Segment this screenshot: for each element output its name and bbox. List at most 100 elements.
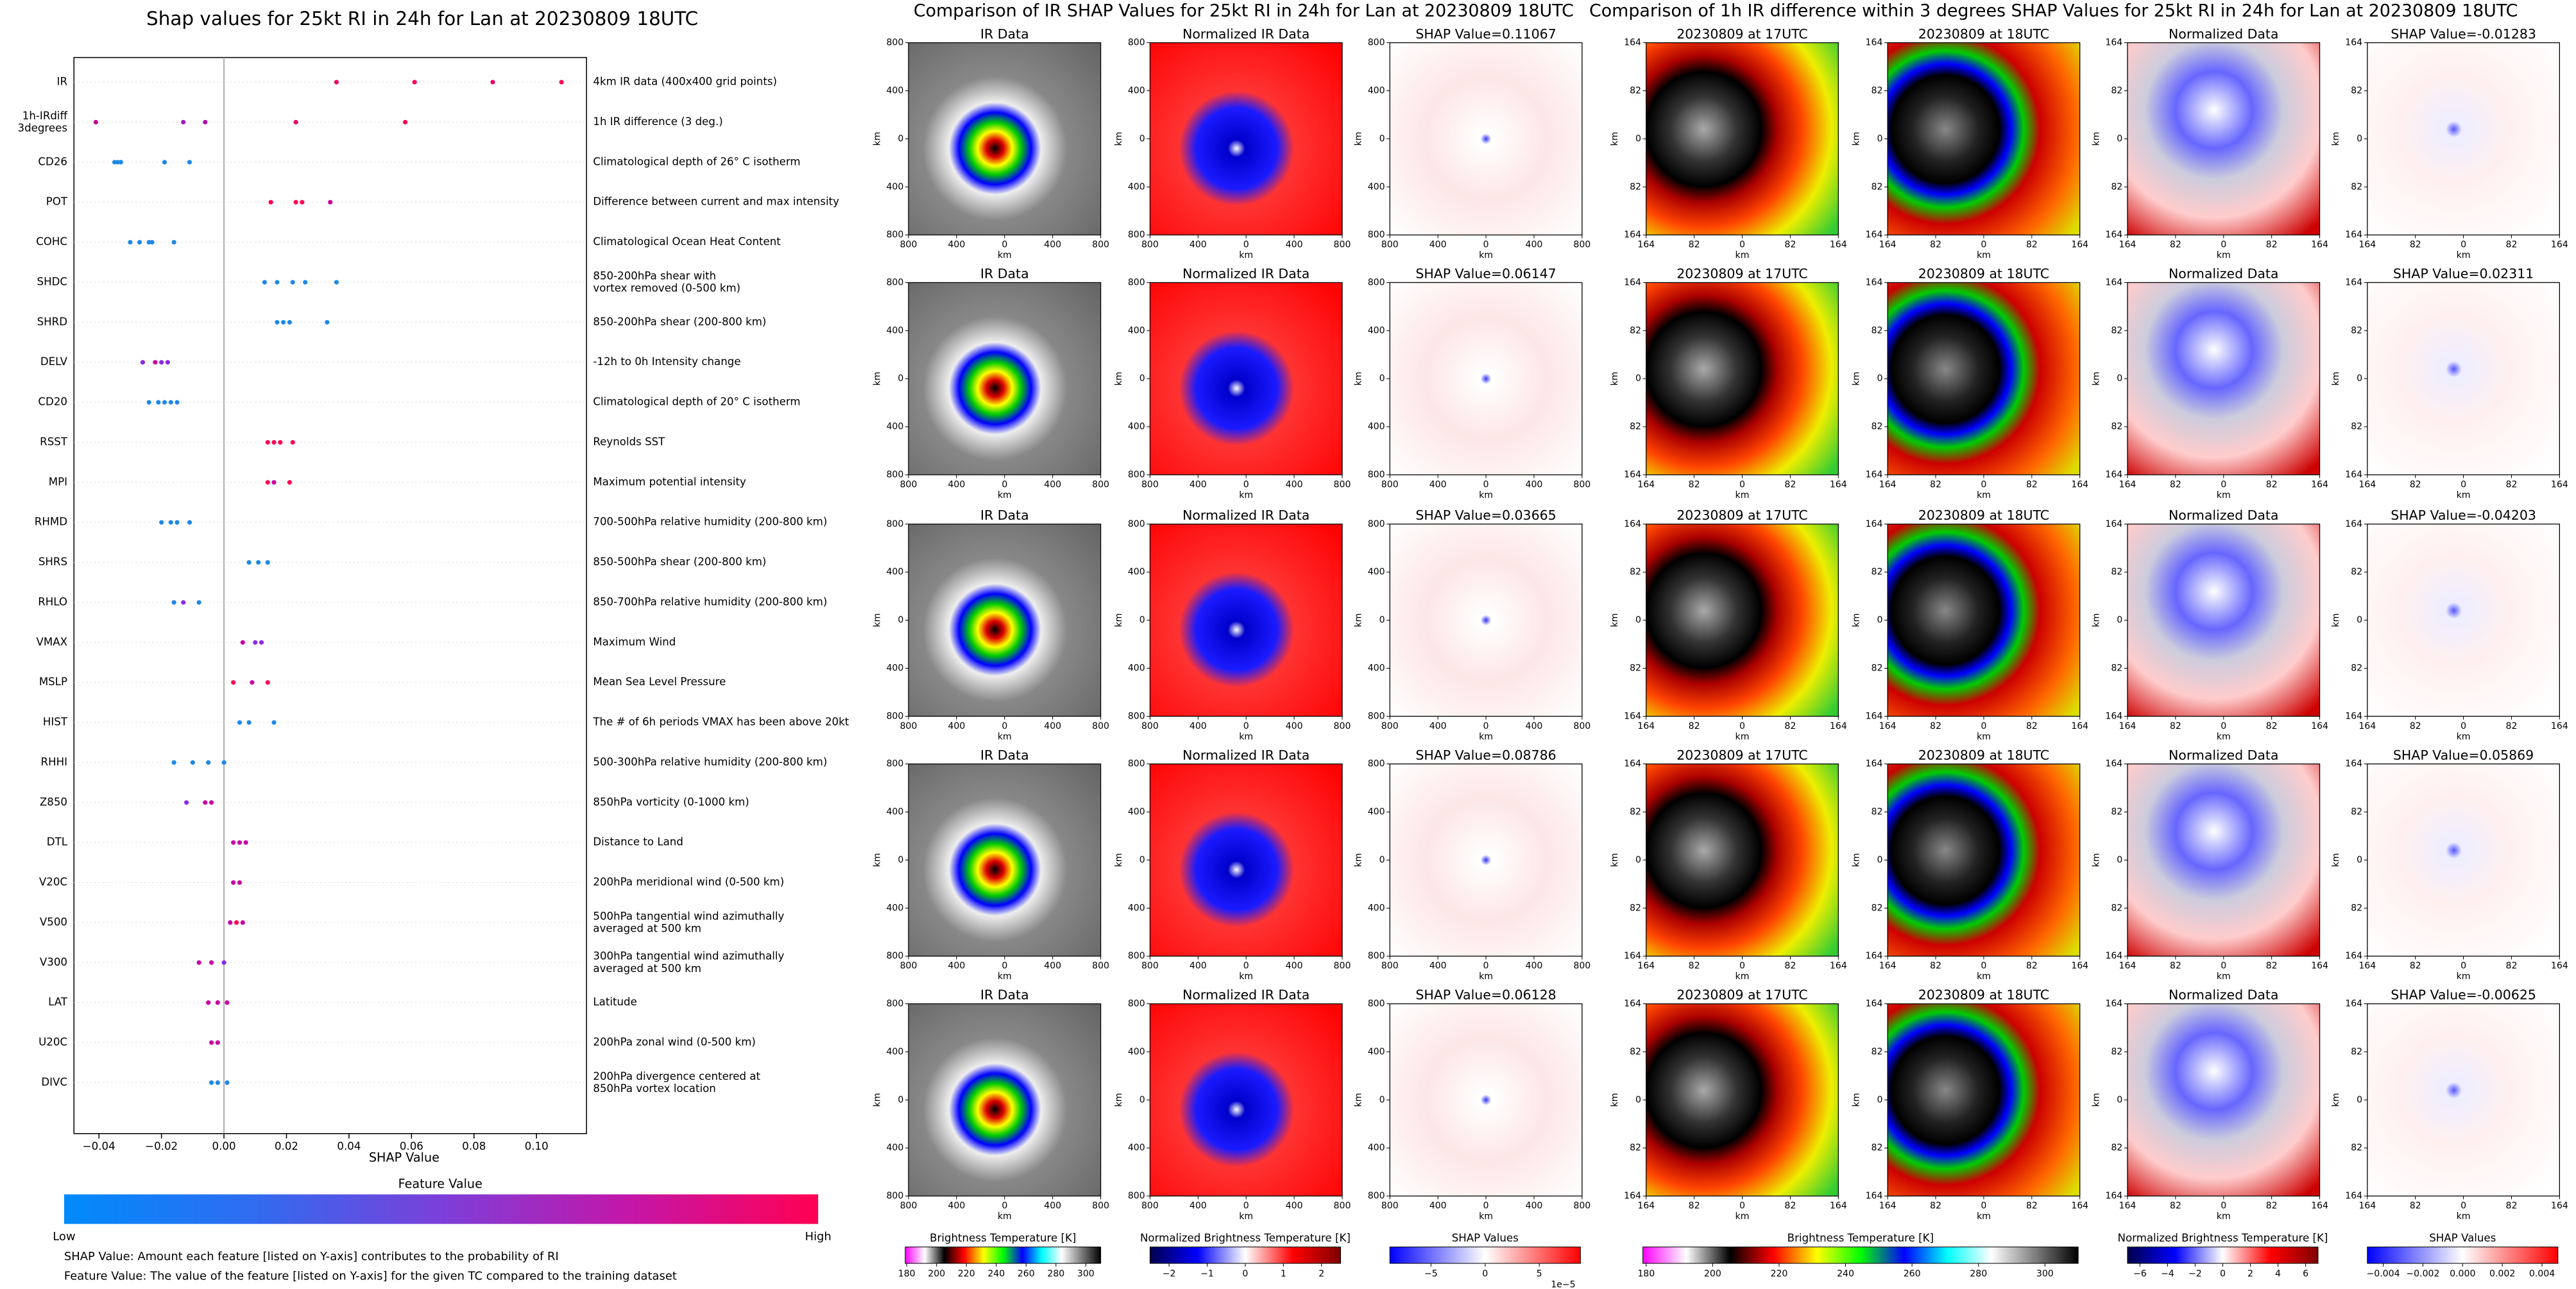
x-axis-label: km (998, 250, 1012, 260)
x-tick-label: 164 (2358, 961, 2376, 971)
y-tick-label: 164 (1624, 1191, 1641, 1201)
x-tick-label: 0 (1739, 479, 1745, 490)
y-axis-label: km (2091, 371, 2101, 386)
grid-title: Comparison of 1h IR difference within 3 … (1589, 1, 2518, 21)
x-tick-label: 164 (2119, 961, 2136, 971)
feature-label: V20C (39, 876, 67, 888)
x-tick-label: 0 (1243, 721, 1249, 731)
x-tick-label: 82 (2266, 1200, 2278, 1211)
x-tick-label: 800 (1092, 961, 1109, 971)
y-tick-label: 0 (1635, 615, 1641, 626)
y-tick-label: 164 (2105, 38, 2122, 48)
x-tick-label: 400 (1429, 240, 1447, 250)
feature-description: 850-500hPa shear (200-800 km) (593, 556, 766, 568)
y-tick-label: 0 (1877, 1095, 1882, 1105)
image-panel (1646, 42, 1839, 235)
feature-label: RHMD (35, 516, 67, 528)
panel-title: Normalized Data (2169, 747, 2278, 763)
y-tick-label: 400 (1128, 182, 1145, 192)
shap-point (293, 119, 298, 124)
y-tick-label: 400 (886, 663, 903, 674)
x-tick-label: 400 (1044, 721, 1061, 731)
y-tick-label: 82 (2111, 903, 2122, 913)
image-panel (1149, 282, 1343, 475)
y-axis-label: km (1114, 613, 1124, 627)
x-axis-label: km (1239, 1211, 1253, 1222)
colorbar-tick-label: −0.002 (2406, 1269, 2439, 1279)
feature-description-line: 200hPa divergence centered at (593, 1070, 760, 1082)
shap-point (215, 1000, 220, 1005)
image-panel (2367, 282, 2560, 475)
shap-point (175, 520, 180, 525)
colorbar-tick-label: 260 (1904, 1269, 1921, 1279)
y-tick-label: 82 (2111, 1046, 2122, 1057)
y-tick-label: 82 (2111, 807, 2122, 817)
shap-point (334, 80, 339, 85)
shap-point (243, 840, 248, 845)
x-tick-label: 0.08 (462, 1140, 486, 1152)
x-tick-label: 82 (2410, 479, 2421, 490)
x-axis-label: km (1977, 490, 1991, 500)
y-tick-label: 0 (1139, 1095, 1145, 1105)
y-axis-label: km (1610, 613, 1620, 627)
panel-title: SHAP Value=0.11067 (1415, 26, 1556, 42)
feature-description: 850hPa vorticity (0-1000 km) (593, 796, 749, 808)
y-tick-label: 0 (2357, 133, 2362, 144)
x-axis-label: km (1977, 971, 1991, 982)
y-tick-label: 164 (2345, 1191, 2362, 1201)
x-tick-label: 800 (1334, 1200, 1351, 1211)
y-axis-label: km (1610, 132, 1620, 146)
feature-description: 1h IR difference (3 deg.) (593, 115, 722, 128)
image-panel (908, 524, 1102, 717)
y-tick-label: 400 (1368, 567, 1385, 577)
y-tick-label: 400 (1368, 422, 1385, 432)
x-tick-label: 164 (1830, 479, 1847, 490)
y-tick-label: 82 (1871, 903, 1882, 913)
image-panel (2367, 1003, 2560, 1197)
x-axis-label: km (2457, 971, 2471, 982)
y-tick-label: 82 (2111, 85, 2122, 96)
x-tick-label: 800 (1141, 479, 1159, 490)
panel-title: 20230809 at 17UTC (1676, 987, 1807, 1003)
x-tick-label: 400 (1044, 1200, 1061, 1211)
y-tick-label: 164 (2345, 230, 2362, 240)
shap-point (231, 840, 236, 845)
shap-point (168, 520, 173, 525)
feature-label: HIST (43, 716, 68, 728)
x-tick-label: 164 (1830, 721, 1847, 731)
y-tick-label: 164 (2345, 470, 2362, 480)
x-axis-label: km (1479, 490, 1493, 500)
x-tick-label: 164 (2311, 1200, 2328, 1211)
y-tick-label: 0 (1877, 615, 1882, 626)
image-panel (2127, 764, 2321, 957)
shap-point (265, 559, 270, 565)
y-tick-label: 164 (1866, 711, 1883, 721)
shap-point (156, 400, 161, 405)
y-tick-label: 0 (2357, 1095, 2362, 1105)
x-tick-label: 800 (1141, 961, 1159, 971)
y-tick-label: 800 (1368, 759, 1385, 769)
feature-description: 500hPa tangential wind azimuthally averag… (593, 910, 784, 934)
feature-description-line: 850-200hPa shear with (593, 269, 716, 282)
feature-description: Mean Sea Level Pressure (593, 676, 726, 688)
x-axis-label: km (1736, 731, 1750, 742)
x-tick-label: 82 (2026, 1200, 2038, 1211)
y-tick-label: 164 (2105, 998, 2122, 1009)
colorbar-tick-label: 240 (987, 1269, 1005, 1279)
image-panel (1646, 282, 1839, 475)
y-tick-label: 0 (898, 373, 903, 384)
x-tick-label: 400 (1526, 479, 1543, 490)
feature-description: Difference between current and max inten… (593, 196, 839, 208)
x-tick-label: 82 (1689, 240, 1700, 250)
y-tick-label: 400 (1368, 182, 1385, 192)
y-tick-label: 400 (1368, 903, 1385, 913)
x-tick-label: 0 (1483, 240, 1489, 250)
image-panel (1887, 524, 2081, 717)
panel-title: Normalized Data (2169, 987, 2278, 1003)
x-axis-label: km (1479, 971, 1493, 982)
x-tick-label: 0 (1981, 721, 1986, 731)
y-tick-label: 400 (1128, 807, 1145, 817)
y-tick-label: 82 (1871, 182, 1882, 192)
image-panel (1887, 1003, 2081, 1197)
